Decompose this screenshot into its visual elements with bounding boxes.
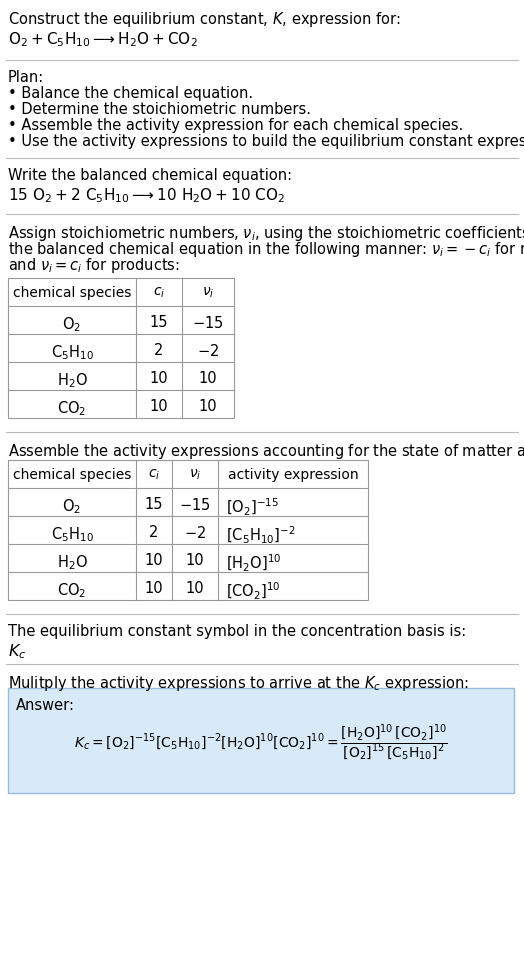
Text: • Use the activity expressions to build the equilibrium constant expression.: • Use the activity expressions to build …	[8, 134, 524, 149]
Text: $\mathrm{CO_2}$: $\mathrm{CO_2}$	[57, 399, 86, 418]
Text: $[\mathrm{H_2O}]^{10}$: $[\mathrm{H_2O}]^{10}$	[226, 553, 281, 574]
Text: 15: 15	[145, 497, 163, 512]
Bar	[8, 278, 234, 418]
Text: $\mathrm{C_5H_{10}}$: $\mathrm{C_5H_{10}}$	[51, 343, 93, 362]
Text: 10: 10	[145, 581, 163, 596]
Text: chemical species: chemical species	[13, 286, 131, 300]
Text: $\mathrm{15\ O_2 + 2\ C_5H_{10} \longrightarrow 10\ H_2O + 10\ CO_2}$: $\mathrm{15\ O_2 + 2\ C_5H_{10} \longrig…	[8, 186, 286, 205]
Text: activity expression: activity expression	[228, 468, 358, 482]
Text: $\mathrm{CO_2}$: $\mathrm{CO_2}$	[57, 581, 86, 599]
Text: 2: 2	[154, 343, 163, 358]
Text: $\mathrm{H_2O}$: $\mathrm{H_2O}$	[57, 371, 88, 390]
Text: • Balance the chemical equation.: • Balance the chemical equation.	[8, 86, 253, 101]
Text: 10: 10	[185, 553, 204, 568]
Text: $\nu_i$: $\nu_i$	[202, 286, 214, 300]
Text: $c_i$: $c_i$	[148, 468, 160, 482]
Text: 10: 10	[199, 399, 217, 414]
Text: Write the balanced chemical equation:: Write the balanced chemical equation:	[8, 168, 292, 183]
Text: The equilibrium constant symbol in the concentration basis is:: The equilibrium constant symbol in the c…	[8, 624, 466, 639]
Text: 2: 2	[149, 525, 159, 540]
Text: $-15$: $-15$	[179, 497, 211, 513]
Text: 10: 10	[150, 371, 168, 386]
Text: $\mathrm{H_2O}$: $\mathrm{H_2O}$	[57, 553, 88, 571]
Text: $\mathrm{O_2}$: $\mathrm{O_2}$	[62, 315, 82, 334]
Text: $-2$: $-2$	[184, 525, 206, 541]
Text: $[\mathrm{CO_2}]^{10}$: $[\mathrm{CO_2}]^{10}$	[226, 581, 281, 602]
Text: Assemble the activity expressions accounting for the state of matter and $\nu_i$: Assemble the activity expressions accoun…	[8, 442, 524, 461]
Text: $\nu_i$: $\nu_i$	[189, 468, 201, 482]
Text: $\mathrm{O_2}$: $\mathrm{O_2}$	[62, 497, 82, 515]
Text: Plan:: Plan:	[8, 70, 44, 85]
Text: • Assemble the activity expression for each chemical species.: • Assemble the activity expression for e…	[8, 118, 463, 133]
Bar	[8, 460, 368, 600]
Text: $-15$: $-15$	[192, 315, 224, 331]
Text: 10: 10	[150, 399, 168, 414]
Text: 10: 10	[145, 553, 163, 568]
Text: • Determine the stoichiometric numbers.: • Determine the stoichiometric numbers.	[8, 102, 311, 117]
Text: $-2$: $-2$	[197, 343, 219, 359]
Text: $K_c = [\mathrm{O_2}]^{-15} [\mathrm{C_5H_{10}}]^{-2} [\mathrm{H_2O}]^{10} [\mat: $K_c = [\mathrm{O_2}]^{-15} [\mathrm{C_5…	[74, 723, 448, 763]
Text: $c_i$: $c_i$	[153, 286, 165, 300]
Text: $\mathrm{O_2 + C_5H_{10} \longrightarrow H_2O + CO_2}$: $\mathrm{O_2 + C_5H_{10} \longrightarrow…	[8, 30, 198, 48]
Text: and $\nu_i = c_i$ for products:: and $\nu_i = c_i$ for products:	[8, 256, 180, 275]
Text: $[\mathrm{C_5H_{10}}]^{-2}$: $[\mathrm{C_5H_{10}}]^{-2}$	[226, 525, 296, 546]
Text: 15: 15	[150, 315, 168, 330]
Text: $\mathrm{C_5H_{10}}$: $\mathrm{C_5H_{10}}$	[51, 525, 93, 543]
Text: 10: 10	[185, 581, 204, 596]
Text: $K_c$: $K_c$	[8, 642, 26, 661]
Text: Mulitply the activity expressions to arrive at the $K_c$ expression:: Mulitply the activity expressions to arr…	[8, 674, 469, 693]
Text: 10: 10	[199, 371, 217, 386]
Text: chemical species: chemical species	[13, 468, 131, 482]
Bar	[8, 688, 514, 793]
Text: $[\mathrm{O_2}]^{-15}$: $[\mathrm{O_2}]^{-15}$	[226, 497, 279, 518]
Text: Assign stoichiometric numbers, $\nu_i$, using the stoichiometric coefficients, $: Assign stoichiometric numbers, $\nu_i$, …	[8, 224, 524, 243]
Text: Construct the equilibrium constant, $K$, expression for:: Construct the equilibrium constant, $K$,…	[8, 10, 401, 29]
Text: the balanced chemical equation in the following manner: $\nu_i = -c_i$ for react: the balanced chemical equation in the fo…	[8, 240, 524, 259]
Text: Answer:: Answer:	[16, 698, 75, 713]
